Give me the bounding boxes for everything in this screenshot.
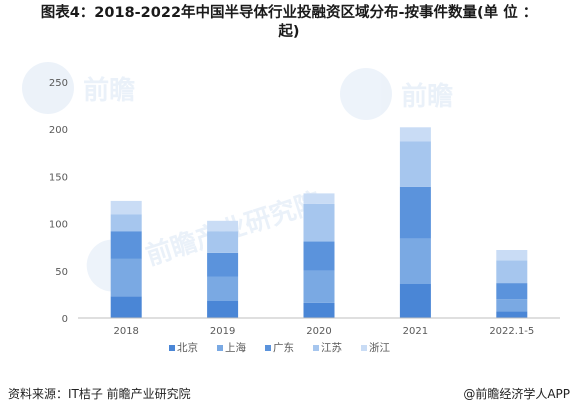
bar-segment xyxy=(303,203,335,242)
legend-swatch xyxy=(313,345,319,351)
x-tick-label: 2019 xyxy=(210,326,235,337)
legend-swatch xyxy=(265,345,271,351)
x-tick-label: 2020 xyxy=(306,326,331,337)
brand-credit: @前瞻经济学人APP xyxy=(463,387,570,401)
legend-label: 江苏 xyxy=(321,341,342,354)
bar-segment xyxy=(207,252,239,277)
bar-segment xyxy=(303,193,335,204)
bar-segment xyxy=(110,296,142,318)
bar-segment xyxy=(496,299,528,312)
x-tick-label: 2018 xyxy=(113,326,138,337)
y-tick-label: 150 xyxy=(49,172,68,183)
legend-label: 北京 xyxy=(177,341,198,354)
bar-segment xyxy=(110,200,142,215)
bar-segment xyxy=(399,284,431,318)
legend-label: 浙江 xyxy=(369,342,390,354)
y-tick-label: 0 xyxy=(62,314,68,325)
y-tick-label: 200 xyxy=(49,125,68,136)
stacked-bar-chart: 0 50 100 150 200 250 2018 2019 2020 2021 2022.1-5… xyxy=(49,78,560,354)
bar-segment xyxy=(496,260,528,284)
bar-segment xyxy=(399,141,431,187)
bar-segment xyxy=(303,302,335,318)
chart-title-line1: 图表4：2018-2022年中国半导体行业投融资区域分布-按事件数量(单 位 ： xyxy=(40,5,538,21)
bar-segment xyxy=(110,258,142,297)
legend-swatch xyxy=(169,345,175,351)
bar-segment xyxy=(207,301,239,318)
bar-segment xyxy=(496,250,528,261)
source-note: 资料来源：IT桔子 前瞻产业研究院 xyxy=(8,387,191,401)
bar-segment xyxy=(207,276,239,301)
bar-segment xyxy=(496,311,528,318)
legend-swatch xyxy=(361,345,367,351)
y-tick-label: 50 xyxy=(55,267,68,278)
y-tick-label: 100 xyxy=(49,220,68,231)
bar-segment xyxy=(496,283,528,300)
x-axis: 2018 2019 2020 2021 2022.1-5 xyxy=(113,326,534,337)
bar-segment xyxy=(399,127,431,142)
y-axis: 0 50 100 150 200 250 xyxy=(49,78,68,325)
legend-label: 上海 xyxy=(225,341,246,354)
bar-segment xyxy=(110,231,142,259)
bar-segment xyxy=(207,231,239,253)
bar-segment xyxy=(399,186,431,239)
x-tick-label: 2022.1-5 xyxy=(489,326,534,337)
chart-title: 图表4：2018-2022年中国半导体行业投融资区域分布-按事件数量(单 位 ：… xyxy=(0,4,578,42)
legend: 北京 上海 广东 江苏 浙江 xyxy=(169,341,390,354)
bars-group xyxy=(110,127,528,318)
x-tick-label: 2021 xyxy=(403,326,428,337)
bar-segment xyxy=(207,220,239,232)
legend-label: 广东 xyxy=(273,341,294,354)
y-tick-label: 250 xyxy=(49,78,68,89)
bar-segment xyxy=(399,238,431,284)
bar-segment xyxy=(303,270,335,303)
bar-segment xyxy=(303,241,335,271)
legend-swatch xyxy=(217,345,223,351)
bar-segment xyxy=(110,214,142,232)
chart-title-line2: 起) xyxy=(278,24,300,40)
